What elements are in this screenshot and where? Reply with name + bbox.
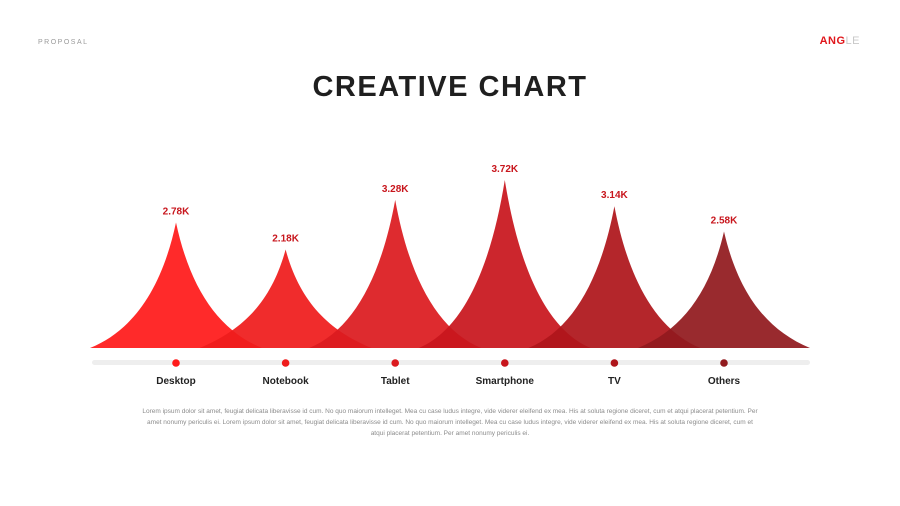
marker-dot-tv	[610, 359, 619, 367]
section-label: PROPOSAL	[38, 39, 89, 46]
data-label-tablet: 3.28K	[382, 184, 409, 195]
category-label-notebook: Notebook	[263, 376, 310, 387]
data-label-tv: 3.14K	[601, 190, 628, 201]
category-label-tv: TV	[608, 376, 621, 387]
peak-tv	[528, 206, 701, 348]
description-text: Lorem ipsum dolor sit amet, feugiat deli…	[142, 408, 758, 437]
marker-dot-desktop	[172, 359, 180, 367]
page-title: CREATIVE CHART	[312, 71, 588, 103]
peak-others	[638, 231, 810, 348]
data-label-notebook: 2.18K	[272, 234, 299, 245]
category-label-others: Others	[708, 376, 741, 387]
category-label-desktop: Desktop	[156, 376, 195, 387]
marker-dot-others	[720, 359, 728, 367]
creative-chart: 2.78K 2.18K 3.28K 3.72K 3.14K 2.58K Desktop No…	[90, 164, 810, 387]
marker-dot-smartphone	[501, 359, 509, 367]
data-label-others: 2.58K	[711, 215, 738, 226]
category-label-smartphone: Smartphone	[476, 376, 535, 387]
brand-logo-bold: ANG	[819, 35, 846, 47]
chart-baseline	[92, 360, 810, 365]
peak-desktop	[90, 222, 262, 348]
peak-tablet	[309, 199, 482, 348]
marker-dot-notebook	[281, 359, 290, 367]
peak-smartphone	[418, 180, 591, 348]
data-label-desktop: 2.78K	[163, 206, 190, 217]
peak-notebook	[199, 249, 372, 348]
brand-logo: ANGLE	[820, 35, 860, 47]
category-label-tablet: Tablet	[381, 376, 410, 387]
data-label-smartphone: 3.72K	[491, 164, 518, 175]
marker-dot-tablet	[391, 359, 400, 367]
brand-logo-light: LE	[845, 35, 860, 47]
